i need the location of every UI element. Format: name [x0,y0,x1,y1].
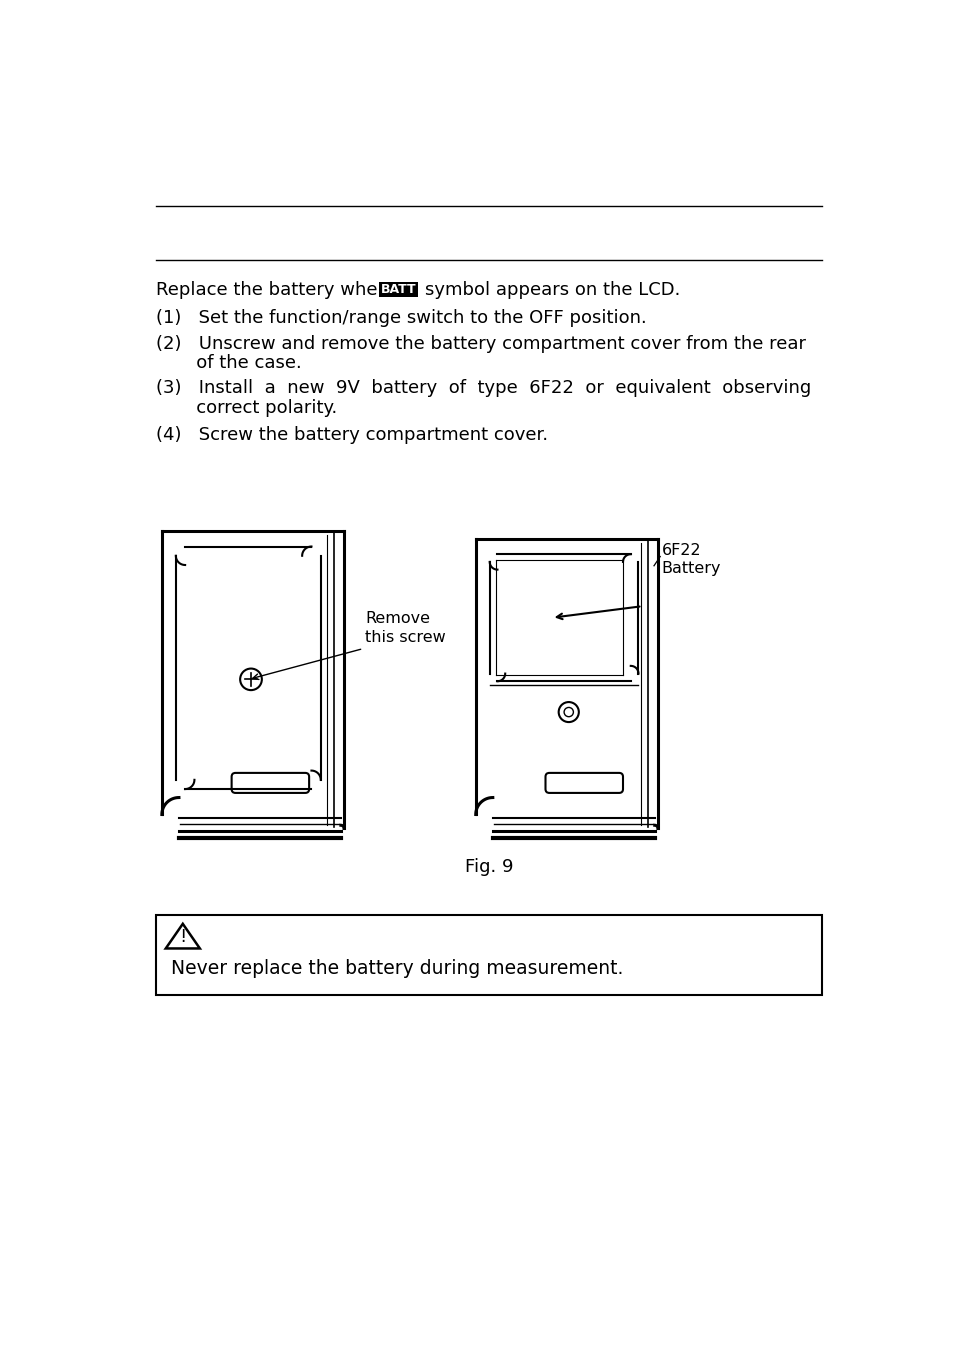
Text: Replace the battery when: Replace the battery when [155,281,388,299]
Text: correct polarity.: correct polarity. [155,398,336,417]
Bar [155,914,821,996]
Text: symbol appears on the LCD.: symbol appears on the LCD. [425,281,680,299]
Text: !: ! [179,929,186,946]
Text: Remove
this screw: Remove this screw [365,611,445,645]
Bar [378,283,417,297]
Text: 6F22
Battery: 6F22 Battery [661,542,720,576]
Text: Never replace the battery during measurement.: Never replace the battery during measure… [171,960,623,979]
Text: (2)   Unscrew and remove the battery compartment cover from the rear: (2) Unscrew and remove the battery compa… [155,335,805,353]
Text: Fig. 9: Fig. 9 [464,859,513,876]
Text: (1)   Set the function/range switch to the OFF position.: (1) Set the function/range switch to the… [155,310,646,327]
Text: BATT: BATT [380,283,416,296]
Text: of the case.: of the case. [155,354,301,371]
Text: (4)   Screw the battery compartment cover.: (4) Screw the battery compartment cover. [155,425,547,444]
Text: (3)   Install  a  new  9V  battery  of  type  6F22  or  equivalent  observing: (3) Install a new 9V battery of type 6F2… [155,380,810,397]
